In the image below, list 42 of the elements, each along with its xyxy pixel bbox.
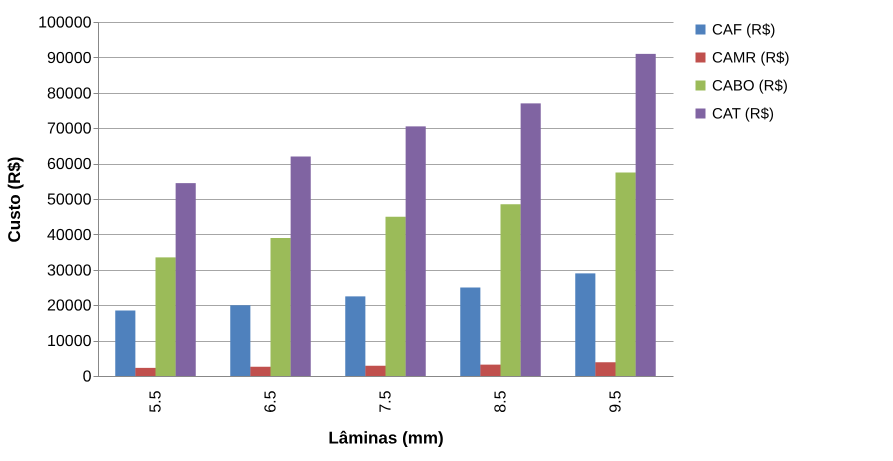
x-tick-label: 7.5	[378, 390, 394, 413]
bar	[595, 362, 616, 376]
bar	[270, 238, 291, 376]
y-tick-label: 10000	[47, 333, 92, 350]
bar	[156, 257, 176, 376]
y-tick-label: 80000	[47, 85, 92, 102]
bar	[480, 364, 500, 376]
y-tick-label: 90000	[47, 50, 92, 67]
bar	[406, 126, 426, 376]
bar	[176, 183, 196, 376]
y-axis-title: Custo (R$)	[5, 156, 24, 242]
bar	[500, 204, 521, 376]
y-tick-label: 100000	[38, 14, 92, 32]
bar	[520, 103, 541, 376]
y-tick-label: 70000	[47, 120, 92, 138]
bar	[250, 366, 270, 376]
y-tick-label: 30000	[47, 262, 92, 280]
bar	[230, 305, 250, 376]
legend-label: CAMR (R$)	[712, 50, 790, 66]
bar	[135, 368, 156, 376]
bar	[345, 296, 366, 376]
y-tick-label: 20000	[47, 298, 92, 315]
x-tick-label: 9.5	[608, 390, 624, 413]
bar	[616, 172, 636, 376]
y-tick-label: 50000	[47, 192, 92, 208]
legend-label: CAF (R$)	[712, 22, 776, 38]
x-tick-label: 6.5	[262, 390, 280, 413]
legend-label: CABO (R$)	[712, 78, 788, 94]
bar	[460, 288, 480, 376]
y-tick-label: 0	[82, 368, 92, 386]
bar	[636, 54, 656, 376]
bar	[365, 366, 386, 376]
y-tick-label: 60000	[47, 156, 92, 174]
x-tick-label: 8.5	[492, 390, 510, 413]
bar	[575, 273, 596, 376]
y-tick-label: 40000	[47, 226, 92, 244]
legend-label: CAT (R$)	[712, 106, 774, 122]
bar	[386, 216, 406, 376]
x-tick-label: 5.5	[148, 390, 164, 413]
x-axis-title: Lâminas (mm)	[328, 428, 444, 448]
bar	[115, 310, 136, 376]
bar	[290, 156, 311, 376]
